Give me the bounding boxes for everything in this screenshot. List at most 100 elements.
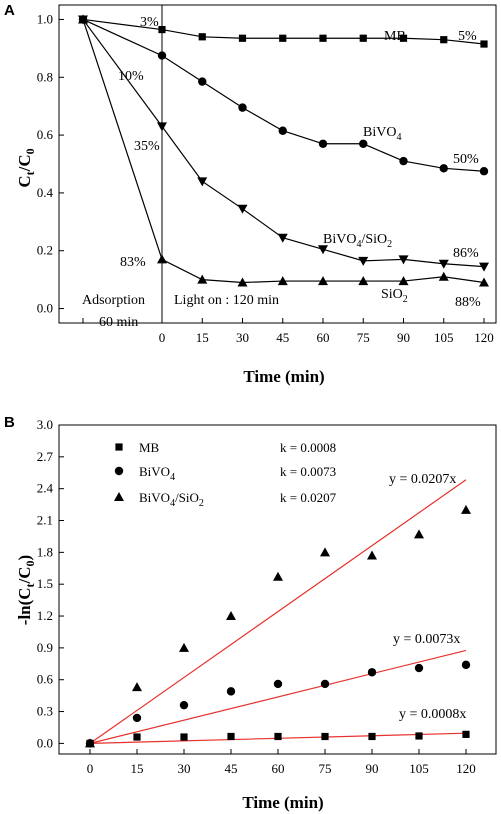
panel-a-point-mb xyxy=(319,34,327,42)
panel-b-legend-k: k = 0.0207 xyxy=(280,490,337,505)
panel-b-point-bivo4 xyxy=(320,679,330,689)
panel-a-point-bivo4 xyxy=(479,167,489,176)
panel-b-point-mb xyxy=(415,732,423,740)
panel-a-point-bivo4-sio2 xyxy=(479,262,489,272)
panel-a-y-tick-label: 0.8 xyxy=(37,69,53,84)
annotation-bivo4-start-pct: 10% xyxy=(118,69,144,84)
panel-a-point-bivo4 xyxy=(157,51,167,60)
panel-a-point-sio2 xyxy=(157,254,167,264)
panel-b-point-bivo4-sio2 xyxy=(367,550,377,560)
panel-b-point-mb xyxy=(274,732,282,741)
panel-a-x-tick-label: 15 xyxy=(196,330,209,345)
panel-b-point-bivo4 xyxy=(414,663,424,673)
panel-b-label: B xyxy=(4,414,15,431)
panel-b-y-tick-label: 3.0 xyxy=(37,417,53,432)
panel-a-x-tick-label: 75 xyxy=(357,330,370,345)
panel-b-point-bivo4 xyxy=(273,679,283,689)
panel-b-y-tick-label: 0.6 xyxy=(37,672,54,687)
annotation-bivo4-name: BiVO4 xyxy=(363,125,401,143)
panel-a-y-tick-label: 0.6 xyxy=(37,127,54,142)
panel-a-point-bivo4 xyxy=(318,139,328,148)
panel-b-point-bivo4-sio2 xyxy=(273,571,283,581)
panel-b-fit-label: y = 0.0207x xyxy=(389,472,456,487)
panel-b-legend-name: BiVO4 xyxy=(139,464,175,483)
panel-b-legend-k: k = 0.0073 xyxy=(280,464,336,479)
annotation-bs-start-pct: 35% xyxy=(134,139,160,154)
panel-b-point-mb xyxy=(462,730,470,738)
panel-b-point-mb xyxy=(133,733,141,741)
annotation-adsorption-line1: Adsorption xyxy=(82,293,145,308)
panel-a-point-mb xyxy=(440,36,448,44)
panel-a-point-bivo4 xyxy=(399,156,408,166)
panel-a-point-bivo4-sio2 xyxy=(237,204,248,214)
panel-b-y-tick-label: 1.5 xyxy=(37,576,53,591)
panel-a-x-tick-label: 45 xyxy=(276,330,289,345)
panel-a-y-tick-label: 0.4 xyxy=(37,185,54,200)
panel-a-x-tick-label: 120 xyxy=(474,330,494,345)
panel-b-point-bivo4-sio2 xyxy=(85,738,95,748)
panel-a-line-sio2 xyxy=(82,19,485,284)
panel-a-x-tick-label: 90 xyxy=(397,330,410,345)
panel-b-x-tick-label: 120 xyxy=(456,761,476,776)
annotation-sio2-end-pct: 88% xyxy=(455,295,481,310)
panel-a-y-tick-label: 0.0 xyxy=(37,301,53,316)
panel-b-point-bivo4 xyxy=(226,687,236,696)
panel-b-x-tick-label: 60 xyxy=(272,761,285,776)
panel-a-line-bivo4-sio2 xyxy=(82,19,485,268)
panel-b-x-tick-label: 15 xyxy=(131,761,144,776)
panel-b-plot: 0.0 0.3 0.6 0.9 1.2 1.5 1.8 2.1 2.4 2.7 3.0 0 15 30 45… xyxy=(37,417,497,776)
annotation-adsorption-line2: 60 min xyxy=(99,315,138,330)
panel-a-point-bivo4 xyxy=(439,164,448,173)
panel-a-x-axis-title: Time (min) xyxy=(243,367,324,386)
panel-b-fit-line xyxy=(89,479,467,744)
panel-b-point-mb xyxy=(180,733,188,741)
panel-a-point-bivo4 xyxy=(278,126,287,135)
panel-b-legend-marker xyxy=(114,492,124,501)
panel-b-legend-name: BiVO4/SiO2 xyxy=(139,490,204,509)
panel-b-y-tick-label: 0.3 xyxy=(37,704,53,719)
panel-a-point-sio2 xyxy=(318,276,328,286)
panel-a-point-mb xyxy=(399,34,408,42)
panel-b-point-bivo4-sio2 xyxy=(132,682,142,692)
panel-a-point-mb xyxy=(480,40,488,48)
panel-b-legend-k: k = 0.0008 xyxy=(280,440,336,455)
panel-a-point-bivo4-sio2 xyxy=(197,177,208,187)
panel-a-point-mb xyxy=(158,25,166,34)
panel-a-x-tick-label: 0 xyxy=(159,330,166,345)
panel-b-x-tick-label: 30 xyxy=(178,761,191,776)
panel-b-y-axis-title: -ln(Ct/C0) xyxy=(15,555,37,625)
panel-a-point-mb xyxy=(238,34,247,42)
panel-b-x-tick-label: 0 xyxy=(87,761,94,776)
panel-a-point-sio2 xyxy=(277,276,288,286)
panel-b-point-bivo4-sio2 xyxy=(461,504,471,514)
panel-a-point-bivo4-sio2 xyxy=(358,256,369,266)
annotation-mb-name: MB xyxy=(384,29,406,44)
panel-b-point-mb xyxy=(227,732,235,741)
panel-a-line-mb xyxy=(82,18,485,45)
annotation-bs-end-pct: 86% xyxy=(453,246,479,261)
panel-b-point-bivo4 xyxy=(461,660,471,670)
panel-a-y-tick-label: 0.2 xyxy=(37,243,53,258)
panel-a-point-bivo4 xyxy=(359,139,368,148)
panel-b-point-bivo4-sio2 xyxy=(414,529,424,539)
panel-b-point-bivo4-sio2 xyxy=(179,642,189,652)
panel-a-frame xyxy=(58,4,497,324)
panel-a-point-mb xyxy=(359,34,367,42)
panel-a-point-sio2 xyxy=(358,276,369,286)
panel-a-point-sio2 xyxy=(438,271,449,281)
panel-a-y-axis-title: Ct/C0 xyxy=(15,148,37,187)
panel-b-y-tick-label: 2.1 xyxy=(37,513,53,528)
panel-b-x-axis-title: Time (min) xyxy=(242,793,323,812)
panel-b-point-bivo4-sio2 xyxy=(226,611,236,621)
panel-b-fit-line xyxy=(89,649,467,744)
panel-b-x-tick-label: 90 xyxy=(366,761,379,776)
annotation-bivo4-sio2-name: BiVO4/SiO2 xyxy=(323,232,392,250)
panel-a-point-sio2 xyxy=(398,276,409,286)
panel-b-fit-label: y = 0.0008x xyxy=(399,707,466,722)
panel-b-point-bivo4 xyxy=(179,700,189,710)
panel-a-point-bivo4-sio2 xyxy=(277,233,288,243)
panel-a-plot: 0.0 0.2 0.4 0.6 0.8 1.0 0 15 30 45 60 75 90 105 120 xyxy=(37,4,497,345)
panel-b-y-tick-label: 1.8 xyxy=(37,544,53,559)
panel-b-x-tick-label: 105 xyxy=(409,761,429,776)
